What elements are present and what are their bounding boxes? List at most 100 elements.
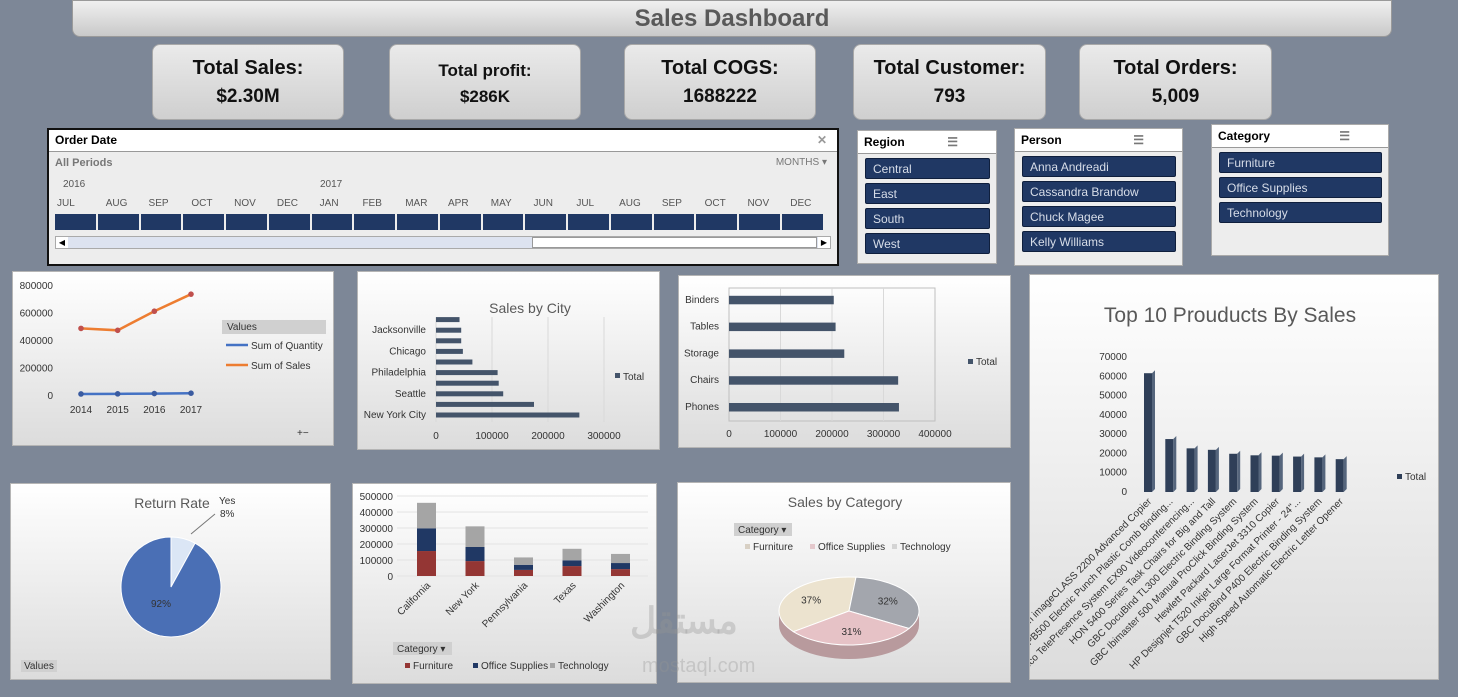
- slicer-item-kelly[interactable]: Kelly Williams: [1022, 231, 1176, 252]
- multi-select-icon[interactable]: ☰: [1133, 133, 1144, 147]
- timeline-bars[interactable]: [55, 214, 825, 230]
- kpi-label: Total Orders:: [1113, 57, 1238, 79]
- bar: [729, 403, 899, 412]
- timeline-scrollbar[interactable]: ◀ ▶: [55, 236, 831, 249]
- scroll-thumb[interactable]: [532, 237, 817, 248]
- timeline-month-bar[interactable]: [782, 214, 825, 230]
- bar: [729, 295, 834, 305]
- x-tick-label: 200000: [531, 431, 565, 442]
- pie-slice: [778, 576, 857, 633]
- legend-label: Sum of Sales: [251, 361, 310, 372]
- pie-side: [779, 611, 919, 659]
- slicer-item-office-supplies[interactable]: Office Supplies: [1219, 177, 1382, 198]
- top-products-chart: Top 10 Prouducts By Sales 70000 60000 50000…: [1030, 304, 1426, 678]
- bar: [1271, 455, 1280, 492]
- bar-side: [1215, 446, 1219, 492]
- x-tick-label: 2015: [107, 405, 130, 416]
- timeline-month-bar[interactable]: [140, 214, 184, 230]
- timeline-month-bar[interactable]: [439, 214, 483, 230]
- timeline-month-bar[interactable]: [568, 214, 611, 230]
- bar-segment: [514, 557, 533, 565]
- slicer-header: Category ☰: [1212, 125, 1388, 148]
- legend-label: Furniture: [753, 542, 793, 553]
- timeline-month: JUL: [576, 198, 595, 209]
- timeline-month-bar[interactable]: [525, 214, 569, 230]
- slice-label: 31%: [841, 627, 861, 638]
- timeline-month-bar[interactable]: [739, 214, 783, 230]
- bar-segment: [465, 546, 485, 562]
- slicer-item-west[interactable]: West: [865, 233, 990, 254]
- legend-swatch: [473, 663, 478, 668]
- timeline-month-bar[interactable]: [397, 214, 440, 230]
- x-tick-label: 2017: [180, 405, 203, 416]
- timeline-month: MAY: [490, 198, 512, 209]
- slicer-item-east[interactable]: East: [865, 183, 990, 204]
- data-point: [78, 325, 84, 332]
- timeline-month-bar[interactable]: [55, 214, 98, 230]
- values-button: [21, 660, 57, 672]
- bar: [436, 391, 504, 397]
- timeline-month-bar[interactable]: [653, 214, 697, 230]
- multi-select-icon[interactable]: ☰: [1339, 129, 1350, 143]
- timeline-month-bar[interactable]: [482, 214, 526, 230]
- leader-line: [190, 513, 216, 535]
- y-tick-label: Binders: [685, 295, 719, 306]
- slicer-item-cassandra[interactable]: Cassandra Brandow: [1022, 181, 1176, 202]
- timeline-month-bar[interactable]: [268, 214, 312, 230]
- order-date-timeline[interactable]: Order Date ✕ All Periods MONTHS ▾ 2016 2…: [47, 128, 839, 266]
- slicer-title: Category: [1218, 129, 1271, 143]
- timeline-month: AUG: [105, 198, 128, 209]
- data-point: [114, 391, 121, 397]
- timeline-year: 2017: [320, 179, 343, 190]
- person-slicer: Person ☰ Anna Andreadi Cassandra Brandow …: [1014, 128, 1183, 266]
- timeline-level-select[interactable]: MONTHS ▾: [776, 157, 827, 168]
- bar-segment: [611, 563, 630, 570]
- slicer-item-chuck[interactable]: Chuck Magee: [1022, 206, 1176, 227]
- x-tick-label: California: [395, 580, 433, 618]
- bar-segment: [562, 548, 582, 561]
- x-tick-label: 300000: [587, 431, 621, 442]
- category-slicer: Category ☰ Furniture Office Supplies Tech…: [1211, 124, 1389, 256]
- scroll-right-icon[interactable]: ▶: [818, 237, 830, 248]
- sales-quantity-line-chart: 800000 600000 400000 200000 0 2014 2015 2016 201…: [20, 281, 326, 439]
- bar: [1165, 439, 1174, 492]
- timeline-month-bar[interactable]: [610, 214, 654, 230]
- timeline-month: SEP: [661, 198, 682, 209]
- scroll-left-icon[interactable]: ◀: [56, 237, 68, 248]
- slicer-item-furniture[interactable]: Furniture: [1219, 152, 1382, 173]
- timeline-month-bar[interactable]: [183, 214, 227, 230]
- slicer-item-technology[interactable]: Technology: [1219, 202, 1382, 223]
- bar-side: [1301, 453, 1305, 492]
- bar: [436, 338, 462, 344]
- slice-label: 37%: [801, 596, 821, 607]
- slicer-item-anna[interactable]: Anna Andreadi: [1022, 156, 1176, 177]
- bar: [436, 348, 463, 354]
- bar: [1293, 456, 1302, 492]
- timeline-month-bar[interactable]: [696, 214, 740, 230]
- top-products-panel: Top 10 Prouducts By Sales 70000 60000 50000…: [1029, 274, 1439, 680]
- watermark-text: mostaql.com: [642, 655, 756, 677]
- y-tick-label: New York City: [364, 410, 426, 421]
- timeline-level: MONTHS: [775, 157, 820, 168]
- slicer-item-south[interactable]: South: [865, 208, 990, 229]
- legend-swatch: [968, 359, 973, 364]
- category-filter-button: [393, 642, 452, 655]
- legend-label: Furniture: [413, 661, 453, 672]
- x-tick-label: Washington: [582, 580, 627, 625]
- timeline-month-bar[interactable]: [226, 214, 269, 230]
- data-point: [151, 308, 158, 315]
- multi-select-icon[interactable]: ☰: [947, 135, 958, 149]
- y-tick-label: 60000: [1099, 371, 1127, 382]
- bar: [436, 317, 460, 323]
- kpi-total-sales: Total Sales: $2.30M: [152, 44, 344, 120]
- timeline-month-bar[interactable]: [97, 214, 141, 230]
- clear-filter-icon[interactable]: ✕: [816, 133, 827, 147]
- y-tick-label: 400000: [20, 336, 54, 347]
- bar-side: [1237, 450, 1241, 492]
- pie-slice: [792, 610, 911, 646]
- timeline-month-bar[interactable]: [311, 214, 355, 230]
- bar-side: [1152, 370, 1155, 492]
- timeline-month: SEP: [148, 198, 169, 209]
- slicer-item-central[interactable]: Central: [865, 158, 990, 179]
- timeline-month-bar[interactable]: [354, 214, 398, 230]
